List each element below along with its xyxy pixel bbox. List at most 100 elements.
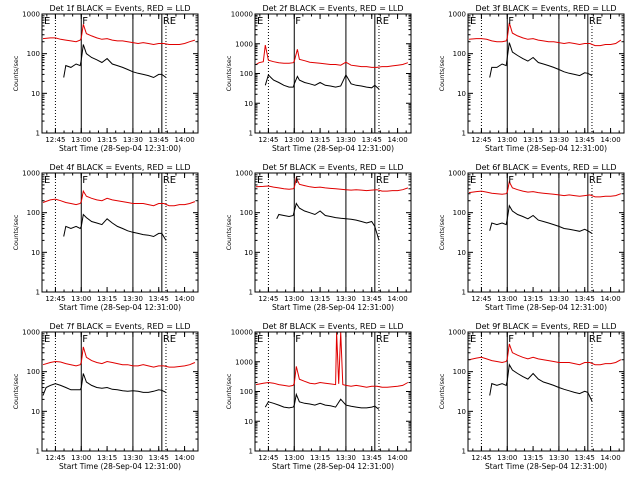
x-tick-label: 12:45 (45, 454, 65, 462)
x-tick-label: 12:45 (258, 454, 278, 462)
y-tick-label: 10 (244, 249, 253, 257)
y-tick-label: 10 (457, 249, 466, 257)
region-marker-label: F (82, 16, 88, 27)
y-tick-label: 100 (27, 209, 40, 217)
x-tick-label: 13:15 (97, 454, 117, 462)
region-marker-label: F (82, 175, 88, 186)
series-line-red (255, 44, 409, 68)
x-axis-label: Start Time (28-Sep-04 12:31:00) (485, 462, 607, 471)
series-line-black (264, 392, 380, 410)
plot-frame (254, 13, 412, 134)
y-axis-label: Counts/sec (438, 214, 446, 250)
series-line-red (42, 24, 196, 46)
x-axis-label: Start Time (28-Sep-04 12:31:00) (59, 303, 181, 312)
x-tick-label: 13:15 (523, 295, 543, 303)
x-tick-label: 13:45 (362, 454, 382, 462)
x-tick-label: 13:15 (523, 136, 543, 144)
chart-panel: 1 10 100 1000 12:45 13:00 13:15 13:30 13:45 14:00… (438, 4, 625, 153)
x-axis-label: Start Time (28-Sep-04 12:31:00) (272, 144, 394, 153)
chart-title: Det 2f BLACK = Events, RED = LLD (262, 4, 403, 13)
x-tick-label: 14:00 (174, 295, 194, 303)
chart-title: Det 6f BLACK = Events, RED = LLD (475, 163, 616, 172)
x-tick-label: 13:15 (523, 454, 543, 462)
y-axis-label: Counts/sec (438, 373, 446, 409)
y-tick-label: 1000 (235, 40, 253, 48)
x-tick-label: 13:30 (123, 136, 143, 144)
x-tick-label: 13:45 (575, 454, 595, 462)
x-axis-label: Start Time (28-Sep-04 12:31:00) (272, 462, 394, 471)
chart-title: Det 4f BLACK = Events, RED = LLD (49, 163, 190, 172)
x-tick-label: 13:45 (149, 295, 169, 303)
region-marker-label: E (257, 175, 263, 186)
region-marker-label: E (470, 334, 476, 345)
region-marker-label: F (295, 16, 301, 27)
chart-title: Det 5f BLACK = Events, RED = LLD (262, 163, 403, 172)
chart-panel: 1 10 100 1000 12:45 13:00 13:15 13:30 13:45 14:00… (12, 163, 199, 312)
x-axis-label: Start Time (28-Sep-04 12:31:00) (272, 303, 394, 312)
series-line-red (468, 343, 622, 366)
region-marker-label: F (508, 334, 514, 345)
x-tick-label: 13:45 (575, 295, 595, 303)
y-tick-label: 100 (240, 70, 253, 78)
x-tick-label: 14:00 (174, 136, 194, 144)
series-line-black (264, 73, 380, 90)
x-tick-label: 13:00 (497, 454, 517, 462)
x-tick-label: 13:00 (284, 136, 304, 144)
x-tick-label: 13:00 (71, 454, 91, 462)
plot-frame (41, 172, 199, 293)
region-marker-label: F (508, 16, 514, 27)
plot-frame (41, 331, 199, 452)
chart-panel: 1 10 100 1000 12:45 13:00 13:15 13:30 13:45 14:00… (438, 322, 625, 471)
y-tick-label: 1000 (448, 11, 466, 19)
chart-panel: 1 10 100 1000 12:45 13:00 13:15 13:30 13:45 14:00… (225, 163, 412, 312)
x-tick-label: 14:00 (387, 136, 407, 144)
chart-panel: 1 10 100 1000 10000 12:45 13:00 13:15 13:30 13:45… (225, 4, 412, 153)
y-tick-label: 1 (462, 448, 466, 456)
region-marker-label: E (470, 175, 476, 186)
y-tick-label: 100 (240, 388, 253, 396)
series-line-black (489, 42, 593, 78)
chart-title: Det 7f BLACK = Events, RED = LLD (49, 322, 190, 331)
x-tick-label: 13:45 (149, 136, 169, 144)
region-marker-label: E (470, 16, 476, 27)
y-tick-label: 1 (462, 130, 466, 138)
x-tick-label: 13:00 (71, 295, 91, 303)
plot-frame (467, 331, 625, 452)
y-tick-label: 1 (249, 289, 253, 297)
series-line-red (42, 189, 196, 207)
y-tick-label: 1 (36, 130, 40, 138)
chart-panel: 1 10 100 1000 12:45 13:00 13:15 13:30 13:45 14:00… (12, 4, 199, 153)
y-tick-label: 10 (244, 418, 253, 426)
chart-panel: 1 10 100 1000 12:45 13:00 13:15 13:30 13:45 14:00… (438, 163, 625, 312)
x-tick-label: 13:45 (575, 136, 595, 144)
y-tick-label: 100 (453, 209, 466, 217)
x-tick-label: 13:30 (336, 454, 356, 462)
x-tick-label: 13:15 (310, 136, 330, 144)
x-tick-label: 12:45 (258, 136, 278, 144)
y-axis-label: Counts/sec (438, 55, 446, 91)
x-tick-label: 13:15 (97, 295, 117, 303)
x-tick-label: 13:15 (97, 136, 117, 144)
plot-frame (254, 172, 412, 293)
chart-title: Det 9f BLACK = Events, RED = LLD (475, 322, 616, 331)
y-axis-label: Counts/sec (12, 214, 20, 250)
y-tick-label: 1000 (448, 329, 466, 337)
x-tick-label: 13:00 (71, 136, 91, 144)
y-tick-label: 100 (27, 50, 40, 58)
region-marker-label: E (257, 16, 263, 27)
x-tick-label: 13:30 (549, 295, 569, 303)
x-tick-label: 13:45 (362, 136, 382, 144)
x-tick-label: 13:45 (149, 454, 169, 462)
region-marker-label: F (508, 175, 514, 186)
region-marker-label: RE (163, 175, 176, 186)
region-marker-label: RE (163, 334, 176, 345)
y-tick-label: 1 (36, 448, 40, 456)
x-tick-label: 13:45 (362, 295, 382, 303)
x-tick-label: 14:00 (387, 454, 407, 462)
x-tick-label: 14:00 (600, 295, 620, 303)
y-tick-label: 1000 (235, 358, 253, 366)
region-marker-label: F (82, 334, 88, 345)
series-line-black (489, 363, 593, 402)
series-line-red (468, 22, 622, 47)
